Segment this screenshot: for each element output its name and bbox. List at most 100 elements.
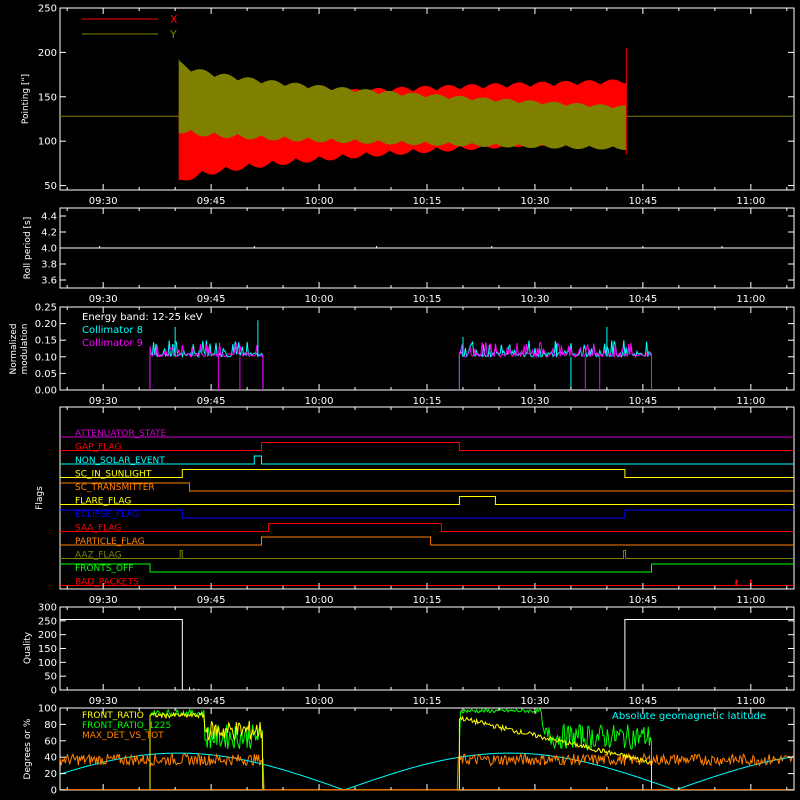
y-tick-label: 200 [38, 630, 57, 641]
flags-ylabel: Flags [35, 486, 45, 510]
modulation-ylabel-line1: Normalized [9, 323, 19, 374]
x-tick-label: 09:30 [89, 595, 118, 606]
series-front-ratio [149, 711, 652, 791]
x-tick-label: 09:30 [89, 294, 118, 305]
pointing-series-group [60, 47, 794, 182]
flag-label: ECLIPSE_FLAG [75, 510, 139, 520]
flag-label: NON_SOLAR_EVENT [75, 456, 165, 466]
x-tick-label: 10:45 [628, 196, 657, 207]
y-tick-label: 300 [38, 603, 57, 614]
modulation-legend-title: Energy band: 12-25 keV [82, 312, 203, 323]
x-tick-label: 10:00 [305, 196, 334, 207]
flag-line [60, 469, 794, 478]
y-tick-label: 150 [38, 644, 57, 655]
legend-collimator-9: Collimator 9 [82, 338, 143, 349]
x-tick-label: 10:00 [305, 396, 334, 407]
x-tick-label: 10:00 [305, 595, 334, 606]
flags-series-group: ATTENUATOR_STATE GAP_FLAG NON_SOLAR_EVENT S… [60, 429, 794, 588]
y-tick-label: 50 [44, 672, 57, 683]
legend-front-ratio-1225: FRONT_RATIO_1225 [82, 721, 171, 731]
x-tick-label: 09:45 [197, 595, 226, 606]
pointing-ylabel: Pointing ["] [21, 74, 31, 124]
pointing-y-ticks: 50 100 150 200 250 [38, 4, 794, 192]
flag-label: FRONTS_OFF [75, 564, 133, 574]
legend-x-label: X [170, 13, 178, 26]
y-tick-label: 3.8 [41, 260, 57, 271]
quality-y-ticks: 0 50 100 150 200 250 300 [38, 603, 794, 697]
x-tick-label: 10:30 [521, 196, 550, 207]
y-tick-label: 0.10 [35, 352, 57, 363]
ratios-ylabel: Degrees or % [23, 718, 33, 779]
flag-label: SC_IN_SUNLIGHT [75, 470, 152, 480]
quality-line [60, 618, 794, 691]
x-tick-label: 09:30 [89, 396, 118, 407]
x-tick-label: 10:15 [413, 696, 442, 707]
series-front-ratio-1225 [149, 707, 652, 791]
x-tick-label: 10:45 [628, 696, 657, 707]
series-collimator-9 [149, 341, 653, 390]
x-tick-label: 09:30 [89, 696, 118, 707]
x-tick-label: 10:00 [305, 696, 334, 707]
x-tick-label: 09:45 [197, 696, 226, 707]
y-tick-label: 250 [38, 4, 57, 15]
series-geomagnetic-latitude [59, 752, 795, 791]
x-tick-label: 10:00 [305, 294, 334, 305]
flag-line [60, 550, 794, 559]
y-tick-label: 0 [51, 686, 57, 697]
y-tick-label: 60 [44, 736, 57, 747]
modulation-series-group [149, 320, 653, 390]
modulation-x-ticks: 09:30 09:45 10:00 10:15 10:30 10:45 11:00 [66, 307, 788, 407]
series-y-band [178, 58, 627, 150]
x-tick-label: 09:45 [197, 396, 226, 407]
roll-period-series [60, 246, 794, 249]
legend-front-ratio: FRONT_RATIO [82, 711, 144, 721]
y-tick-label: 4.4 [41, 212, 57, 223]
flag-line [60, 509, 794, 519]
pointing-x-ticks: 09:30 09:45 10:00 10:15 10:30 10:45 11:00 [66, 8, 788, 207]
roll-x-ticks: 09:30 09:45 10:00 10:15 10:30 10:45 11:00 [66, 208, 788, 305]
quality-ylabel: Quality [23, 631, 33, 664]
y-tick-label: 0.15 [35, 336, 57, 347]
y-tick-label: 20 [44, 769, 57, 780]
x-tick-label: 10:30 [521, 696, 550, 707]
y-tick-label: 250 [38, 616, 57, 627]
x-tick-label: 11:00 [736, 294, 765, 305]
ratios-x-ticks [66, 708, 788, 790]
x-tick-label: 10:45 [628, 396, 657, 407]
quality-series [60, 618, 794, 691]
flag-label: SC_TRANSMITTER [75, 483, 155, 493]
roll-y-ticks: 3.6 3.8 4.0 4.2 4.4 [41, 212, 794, 287]
legend-max-det-vs-tot: MAX_DET_VS_TOT [82, 731, 164, 741]
x-tick-label: 10:45 [628, 294, 657, 305]
flag-line [60, 563, 794, 573]
x-tick-label: 10:15 [413, 294, 442, 305]
panel-modulation: 0.00 0.05 0.10 0.15 0.20 0.25 09:30 09:45 10:00… [9, 303, 795, 407]
annotation-geomagnetic-latitude: Absolute geomagnetic latitude [612, 711, 766, 722]
x-tick-label: 11:00 [736, 696, 765, 707]
flag-label: ATTENUATOR_STATE [75, 429, 167, 439]
y-tick-label: 200 [38, 48, 57, 59]
y-tick-label: 100 [38, 658, 57, 669]
y-tick-label: 0 [51, 786, 57, 797]
flag-line [60, 455, 794, 465]
panel-ratios: 0 20 40 60 80 100 Degrees or % FRONT_RATIO FR… [23, 704, 795, 797]
flag-line [60, 482, 794, 492]
x-tick-label: 10:15 [413, 396, 442, 407]
y-tick-label: 0.05 [35, 369, 57, 380]
y-tick-label: 100 [38, 137, 57, 148]
flag-line [60, 496, 794, 505]
flag-label: FLARE_FLAG [75, 497, 131, 507]
x-tick-label: 10:15 [413, 595, 442, 606]
x-tick-label: 09:30 [89, 196, 118, 207]
panel-flags: ATTENUATOR_STATE GAP_FLAG NON_SOLAR_EVENT S… [35, 406, 795, 606]
x-tick-label: 10:45 [628, 595, 657, 606]
quality-x-ticks: 09:30 09:45 10:00 10:15 10:30 10:45 11:00 [66, 607, 788, 707]
panel-pointing: 50 100 150 200 250 09:30 09:45 10:00 10:15 10:30… [21, 4, 795, 207]
x-tick-label: 11:00 [736, 396, 765, 407]
legend-collimator-8: Collimator 8 [82, 325, 143, 336]
x-tick-label: 11:00 [736, 196, 765, 207]
y-tick-label: 0.00 [35, 386, 57, 397]
x-tick-label: 10:30 [521, 396, 550, 407]
flag-label: BAD_PACKETS [75, 578, 139, 588]
panel-roll-period: 3.6 3.8 4.0 4.2 4.4 09:30 09:45 10:00 10:15 10:3… [23, 207, 795, 305]
